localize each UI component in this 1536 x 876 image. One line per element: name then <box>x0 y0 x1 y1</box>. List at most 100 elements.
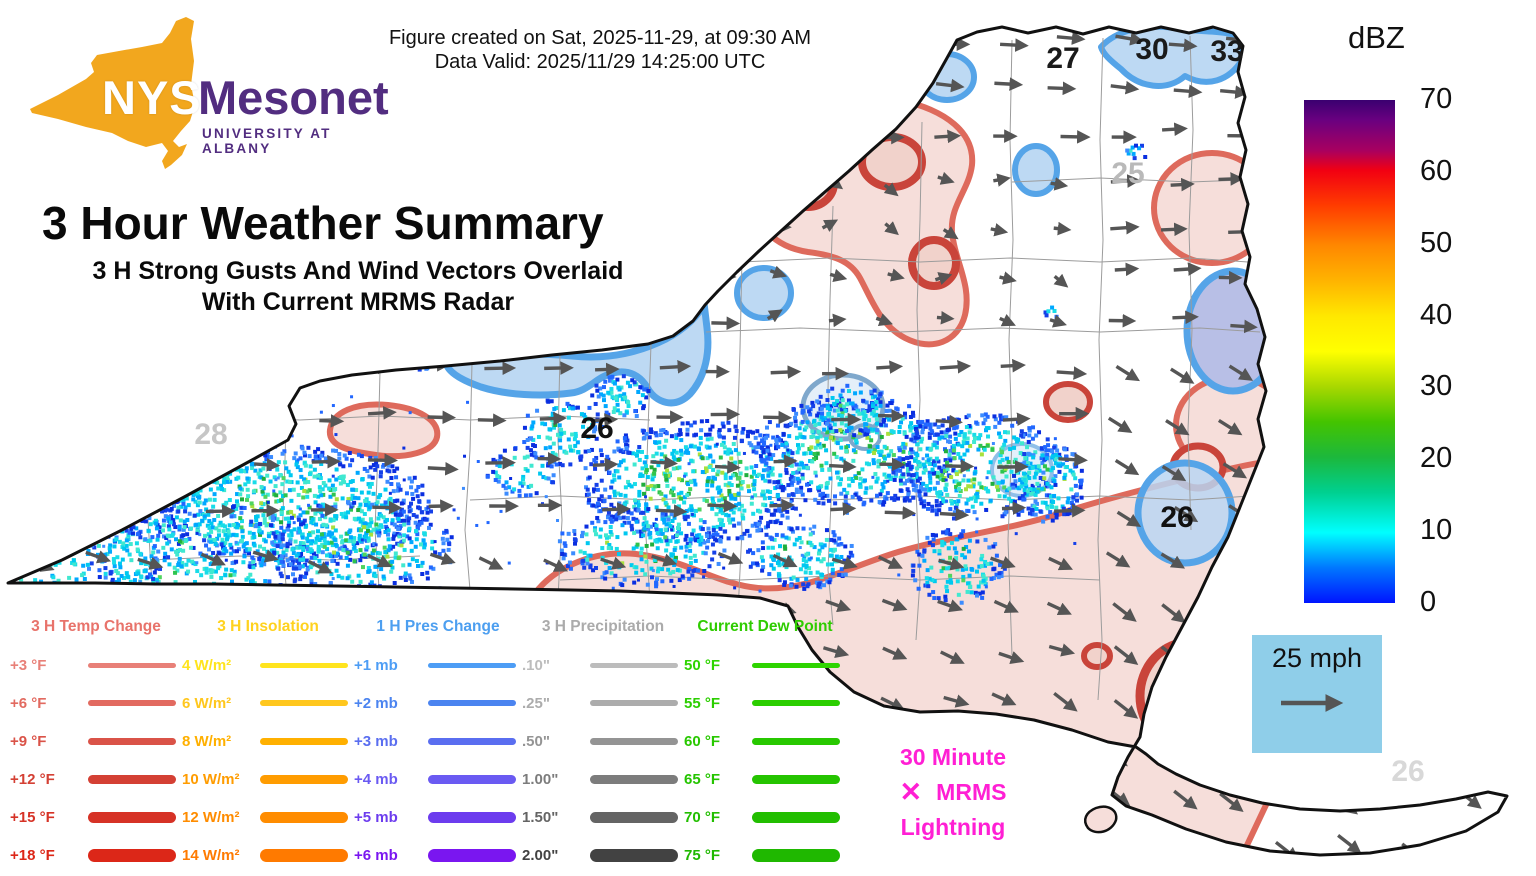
legend-row: 1.00" <box>522 760 684 798</box>
legend-row: +5 mb <box>354 798 522 836</box>
legend-line-swatch <box>428 848 516 862</box>
gust-label: 28 <box>194 418 227 451</box>
legend-row-label: .10" <box>522 656 550 674</box>
legend-line-swatch <box>260 737 348 745</box>
legend-row: 1.50" <box>522 798 684 836</box>
wind-speed-reference-box: 25 mph <box>1252 635 1382 753</box>
colorbar-tick: 20 <box>1420 442 1453 475</box>
legend-row-label: +3 °F <box>10 656 47 674</box>
legend-row: 65 °F <box>684 760 846 798</box>
subtitle-line1: 3 H Strong Gusts And Wind Vectors Overla… <box>92 257 624 285</box>
legend-line-swatch <box>428 737 516 745</box>
gust-value-labels: 27 30 33 25 28 26 26 26 <box>194 33 1424 788</box>
legend-column: 3 H Precipitation .10" .25" .50" 1.00" 1.50" 2… <box>522 612 684 874</box>
legend-row: 70 °F <box>684 798 846 836</box>
legend-line-swatch <box>752 811 840 823</box>
legend-row-label: 2.00" <box>522 846 559 864</box>
legend-column-header: Current Dew Point <box>697 618 833 635</box>
legend-row-label: +9 °F <box>10 732 47 750</box>
legend-column-header: 3 H Precipitation <box>541 618 665 635</box>
lightning-line2: ✕ MRMS <box>858 775 1048 810</box>
legend-row-label: +15 °F <box>10 808 55 826</box>
legend-row: 6 W/m² <box>182 684 354 722</box>
nys-mesonet-logo: NYS Mesonet UNIVERSITY AT ALBANY <box>18 8 390 176</box>
legend-line-swatch <box>590 737 678 745</box>
legend-line-swatch <box>752 774 840 784</box>
legend-row: +1 mb <box>354 646 522 684</box>
legend-column: Current Dew Point 50 °F 55 °F 60 °F 65 °F 70 … <box>684 612 846 874</box>
legend-line-swatch <box>260 811 348 823</box>
legend-line-swatch <box>88 848 176 862</box>
legend-row-label: +3 mb <box>354 732 398 750</box>
legend-row-label: 14 W/m² <box>182 846 240 864</box>
legend-row-label: 75 °F <box>684 846 721 864</box>
legend-column-header: 1 H Pres Change <box>376 618 500 635</box>
legend-line-swatch <box>590 811 678 823</box>
legend-row: +6 mb <box>354 836 522 874</box>
legend-row-label: 6 W/m² <box>182 694 232 712</box>
caption-created-line: Figure created on Sat, 2025-11-29, at 09… <box>388 27 812 49</box>
colorbar-tick: 70 <box>1420 83 1453 115</box>
legend-line-swatch <box>88 662 176 668</box>
legend-row-label: .50" <box>522 732 550 750</box>
legend-row-label: +18 °F <box>10 846 55 864</box>
legend-row-label: +1 mb <box>354 656 398 674</box>
legend-row-label: +12 °F <box>10 770 55 788</box>
legend-row-label: 4 W/m² <box>182 656 232 674</box>
colorbar-tick: 30 <box>1420 370 1453 403</box>
ny-state-logo-icon <box>30 17 195 169</box>
colorbar-tick: 60 <box>1420 154 1453 187</box>
legend-column: 3 H Temp Change +3 °F +6 °F +9 °F +12 °F +15 … <box>10 612 182 874</box>
legend-line-swatch <box>590 700 678 706</box>
lightning-line3: Lightning <box>900 814 1006 840</box>
legend-line-swatch <box>428 811 516 823</box>
legend-row-label: +4 mb <box>354 770 398 788</box>
lightning-legend: 30 Minute ✕ MRMS Lightning <box>858 740 1048 845</box>
legend-row-label: 70 °F <box>684 808 721 826</box>
dbz-colorbar <box>1304 100 1395 603</box>
colorbar-tick: 40 <box>1420 298 1453 331</box>
legend-row: 14 W/m² <box>182 836 354 874</box>
logo-mesonet-text: Mesonet <box>198 71 389 124</box>
colorbar-tick: 50 <box>1420 226 1453 259</box>
legend-row-label: 60 °F <box>684 732 721 750</box>
subtitle-line2: With Current MRMS Radar <box>201 288 515 316</box>
legend-row-label: 50 °F <box>684 656 721 674</box>
legend-row: +12 °F <box>10 760 182 798</box>
legend-line-swatch <box>428 662 516 668</box>
legend-row: 8 W/m² <box>182 722 354 760</box>
figure-caption: Figure created on Sat, 2025-11-29, at 09… <box>300 26 900 74</box>
legend-row: 50 °F <box>684 646 846 684</box>
legend-row: 12 W/m² <box>182 798 354 836</box>
caption-valid-line: Data Valid: 2025/11/29 14:25:00 UTC <box>434 51 766 73</box>
legend-line-swatch <box>428 774 516 784</box>
page-subtitle: 3 H Strong Gusts And Wind Vectors Overla… <box>48 256 668 318</box>
legend-row-label: 65 °F <box>684 770 721 788</box>
legend-row: +18 °F <box>10 836 182 874</box>
wind-reference-arrow-icon <box>1281 694 1344 712</box>
legend-line-swatch <box>88 774 176 784</box>
legend-row: 55 °F <box>684 684 846 722</box>
legend-column: 3 H Insolation 4 W/m² 6 W/m² 8 W/m² 10 W/m² 1… <box>182 612 354 874</box>
gust-label: 30 <box>1135 33 1168 66</box>
overlay-legend: 3 H Temp Change +3 °F +6 °F +9 °F +12 °F +15 … <box>10 612 846 874</box>
gust-label: 33 <box>1210 35 1243 68</box>
legend-row-label: 12 W/m² <box>182 808 240 826</box>
gust-label: 26 <box>1391 755 1424 788</box>
legend-line-swatch <box>88 811 176 823</box>
legend-row: .50" <box>522 722 684 760</box>
legend-row: 60 °F <box>684 722 846 760</box>
legend-line-swatch <box>590 774 678 784</box>
legend-row: +15 °F <box>10 798 182 836</box>
legend-line-swatch <box>752 848 840 862</box>
gust-label: 27 <box>1046 42 1079 75</box>
legend-line-swatch <box>88 737 176 745</box>
legend-line-swatch <box>260 662 348 668</box>
gust-label: 26 <box>580 412 613 445</box>
legend-row: +9 °F <box>10 722 182 760</box>
legend-line-swatch <box>752 700 840 706</box>
legend-row: +6 °F <box>10 684 182 722</box>
lightning-mrms-text: MRMS <box>936 779 1007 805</box>
page-title: 3 Hour Weather Summary <box>42 197 604 249</box>
